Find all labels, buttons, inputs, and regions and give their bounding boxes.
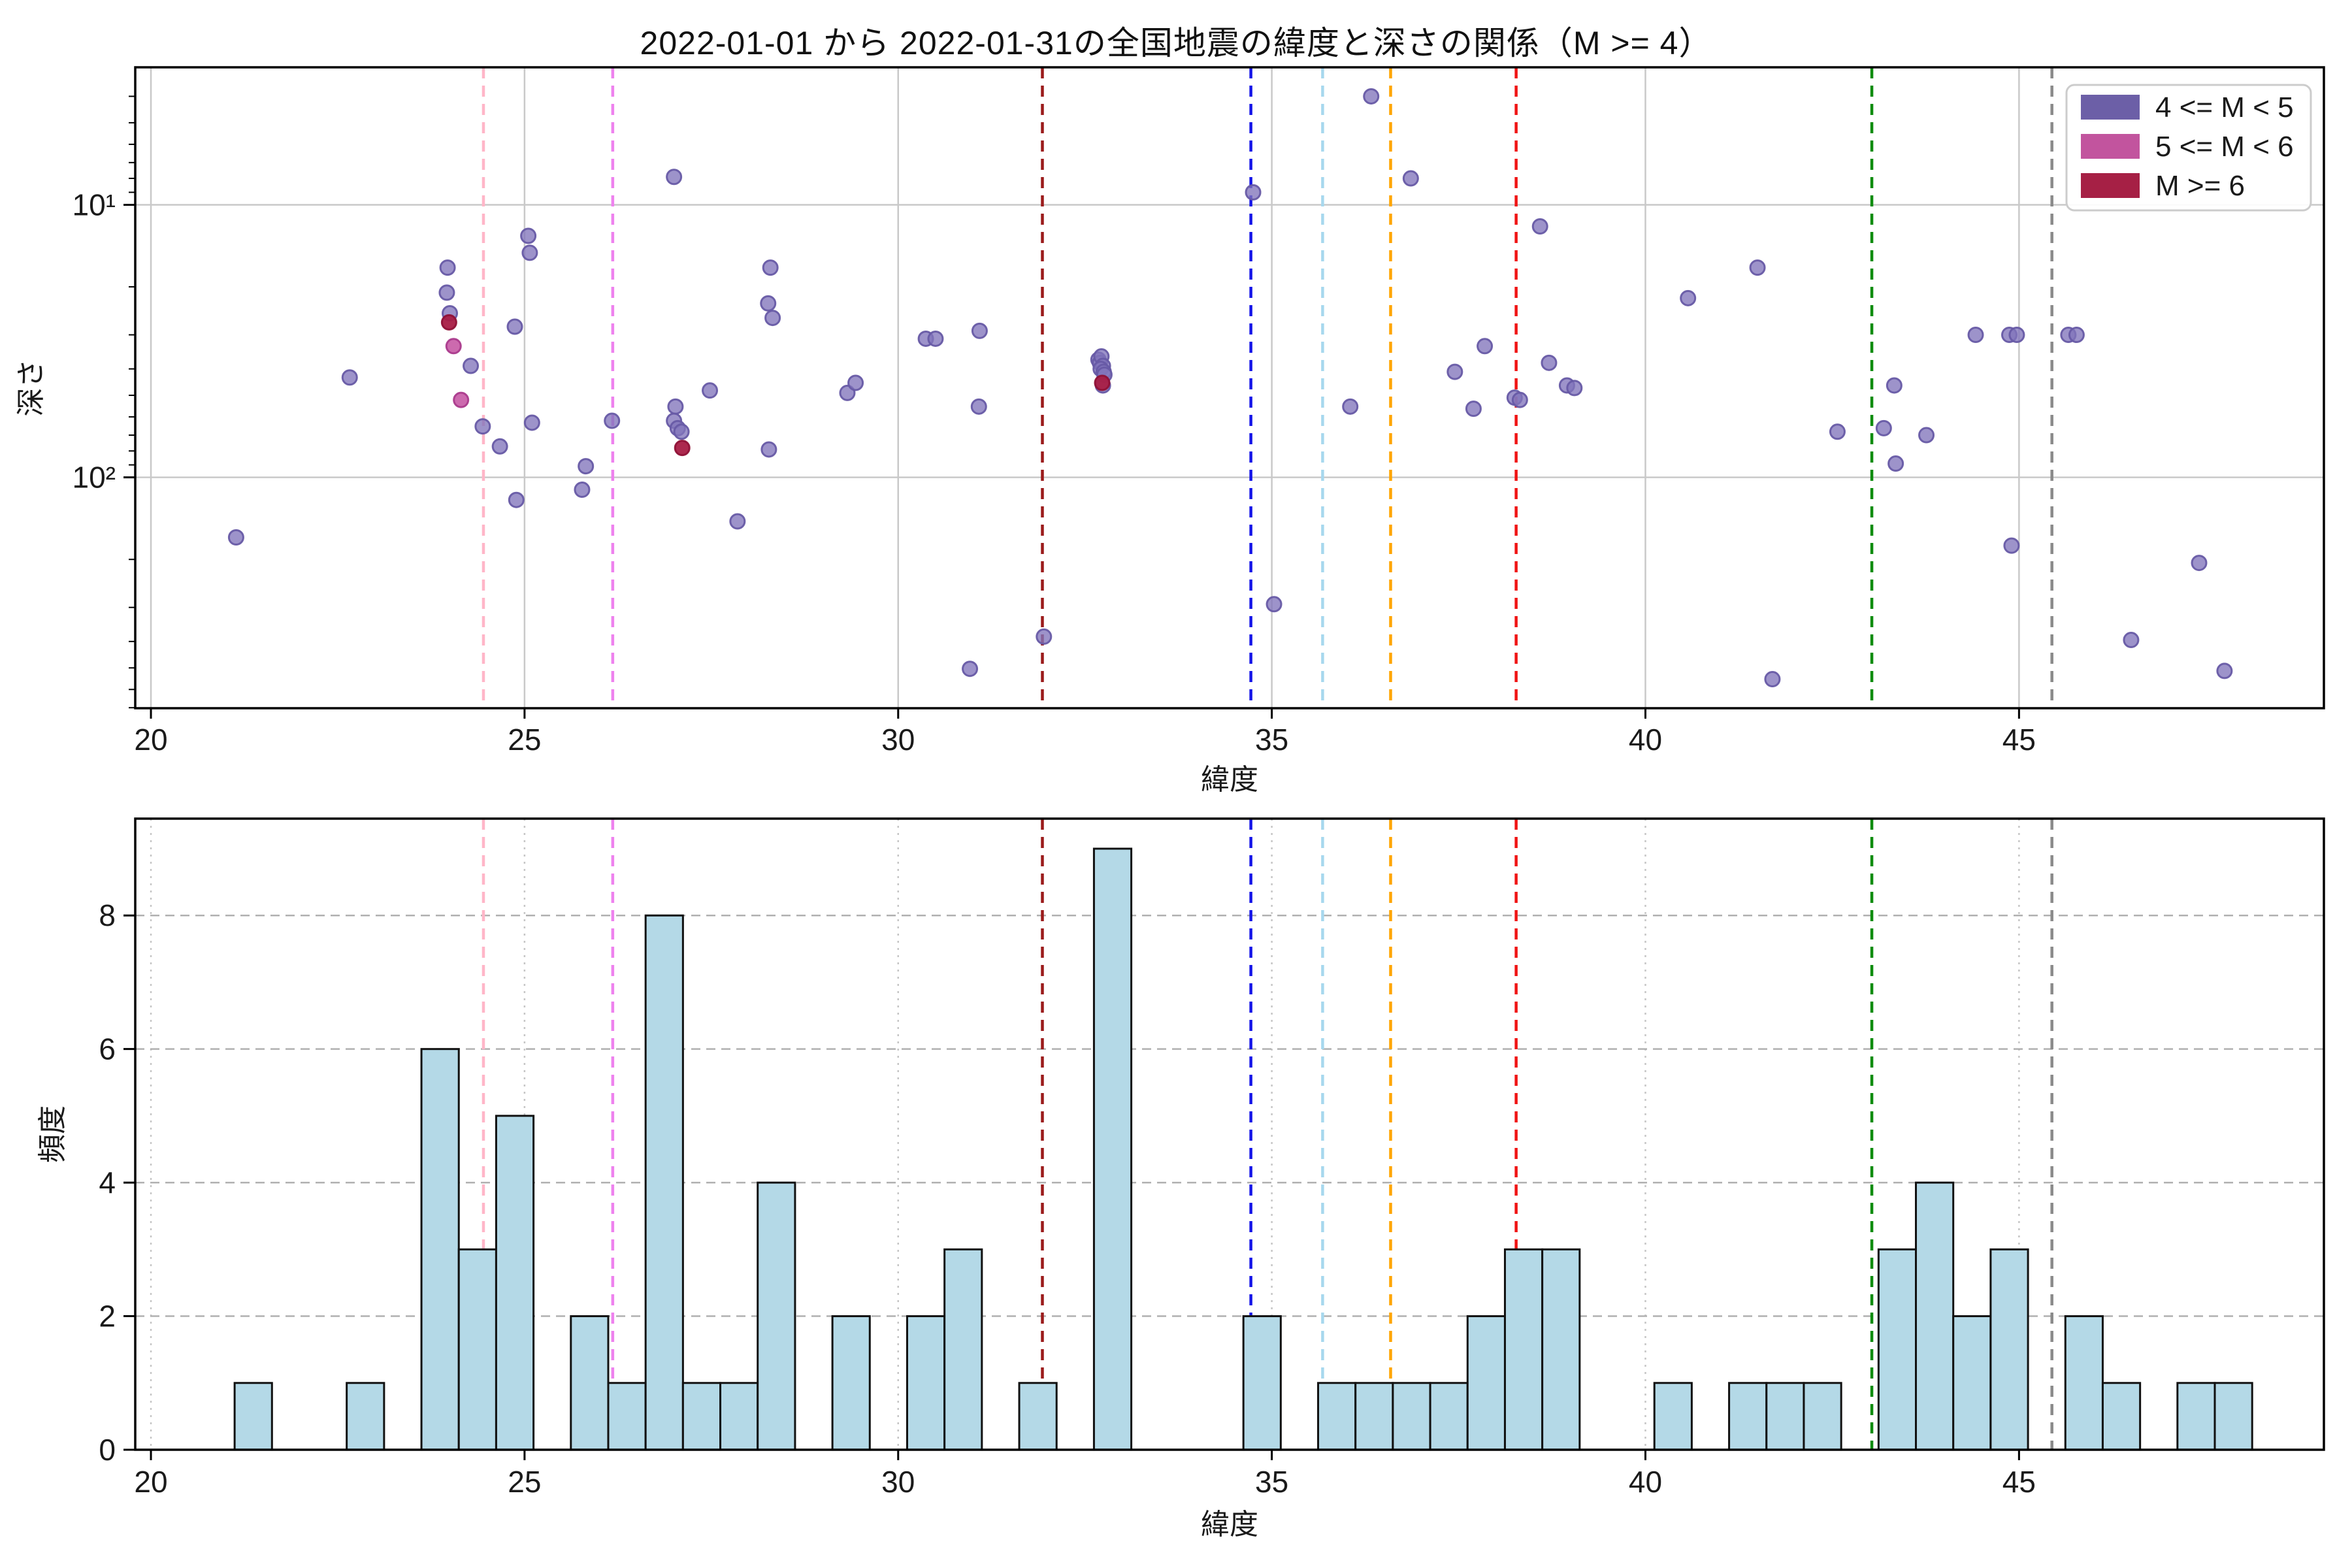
- svg-text:25: 25: [508, 723, 541, 757]
- legend-label: 5 <= M < 6: [2155, 131, 2294, 163]
- scatter-series-crimson: [440, 314, 1111, 457]
- scatter-series-purple: [227, 88, 2233, 688]
- svg-text:40: 40: [1629, 723, 1662, 757]
- scatter-series-magenta: [445, 338, 470, 408]
- svg-text:10²: 10²: [73, 461, 116, 495]
- top-xaxis-label: 緯度: [1201, 764, 1258, 796]
- svg-text:2: 2: [99, 1299, 116, 1333]
- svg-text:35: 35: [1255, 1465, 1288, 1499]
- legend-swatch: [2081, 95, 2140, 120]
- legend-swatch: [2081, 134, 2140, 159]
- svg-text:20: 20: [134, 1465, 167, 1499]
- bottom-xaxis-label: 緯度: [1201, 1509, 1258, 1541]
- data-marks: [227, 88, 2253, 1451]
- svg-text:6: 6: [99, 1032, 116, 1066]
- top-yaxis-label: 深さ: [15, 359, 47, 417]
- axes: [123, 66, 2325, 1460]
- histogram-bars: [233, 847, 2253, 1451]
- svg-text:0: 0: [99, 1433, 116, 1467]
- svg-text:4: 4: [99, 1166, 116, 1200]
- reference-vlines: [482, 67, 2053, 1450]
- bottom-yaxis-label: 頻度: [37, 1105, 69, 1163]
- svg-text:30: 30: [881, 1465, 915, 1499]
- svg-text:20: 20: [134, 723, 167, 757]
- legend: 4 <= M < 5 5 <= M < 6 M >= 6: [2065, 84, 2312, 212]
- svg-text:35: 35: [1255, 723, 1288, 757]
- svg-text:10¹: 10¹: [73, 188, 116, 221]
- legend-label: M >= 6: [2155, 170, 2245, 202]
- svg-text:45: 45: [2002, 723, 2036, 757]
- svg-text:8: 8: [99, 898, 116, 932]
- svg-text:30: 30: [881, 723, 915, 757]
- gridlines: [135, 67, 2324, 1450]
- legend-label: 4 <= M < 5: [2155, 91, 2294, 123]
- legend-swatch: [2081, 173, 2140, 198]
- svg-text:40: 40: [1629, 1465, 1662, 1499]
- chart-title: 2022-01-01 から 2022-01-31の全国地震の緯度と深さの関係（M…: [640, 25, 1712, 61]
- svg-text:45: 45: [2002, 1465, 2036, 1499]
- svg-text:25: 25: [508, 1465, 541, 1499]
